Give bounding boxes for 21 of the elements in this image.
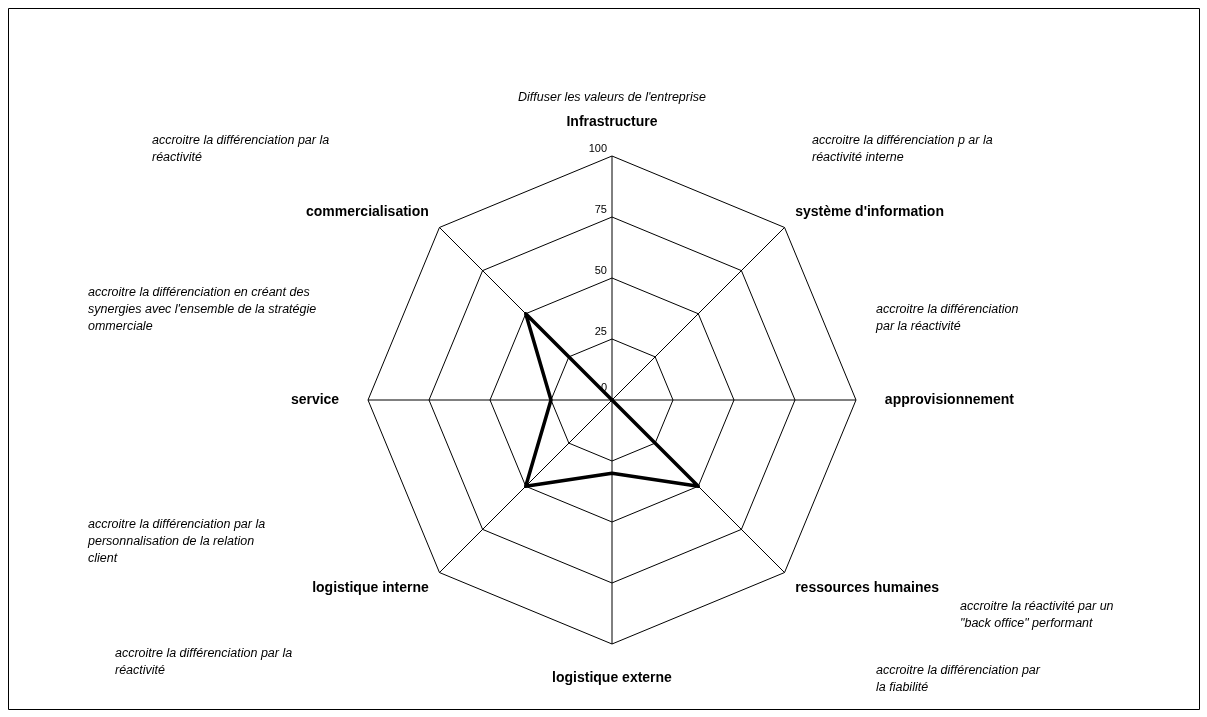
text: accroitre la différenciation en créant des synergies avec l'ensemble de la stratégie ommerciale <box>88 285 317 333</box>
y-tick-label: 25 <box>594 325 607 337</box>
text: accroitre la différenciation par la réactivité <box>152 133 330 164</box>
spoke-label: service <box>290 391 340 407</box>
spoke-label: logistique interne <box>312 579 430 596</box>
spoke-label: système d'information <box>795 202 944 219</box>
y-tick-label: 50 <box>594 264 607 276</box>
spoke-label: logistique externe <box>552 668 673 685</box>
text: accroitre la différenciation par la fiabilité <box>876 663 1041 694</box>
y-tick-label: 100 <box>588 142 607 154</box>
text: accroitre la différenciation par la réactivité <box>115 646 293 677</box>
spoke-label: Infrastructure <box>566 113 658 130</box>
text: Diffuser les valeurs de l'entreprise <box>518 90 706 104</box>
text: accroitre la réactivité par un "back office" performant <box>960 599 1114 630</box>
text: accroitre la différenciation p ar la réactivité interne <box>812 133 993 164</box>
spoke-label: commercialisation <box>305 202 429 219</box>
spoke-label: approvisionnement <box>884 391 1015 407</box>
spoke-label: ressources humaines <box>795 579 940 596</box>
text: accroitre la différenciation par la réactivité <box>875 302 1019 333</box>
y-tick-label: 75 <box>594 203 607 215</box>
text: accroitre la différenciation par la personnalisation de la relation client <box>87 517 266 565</box>
